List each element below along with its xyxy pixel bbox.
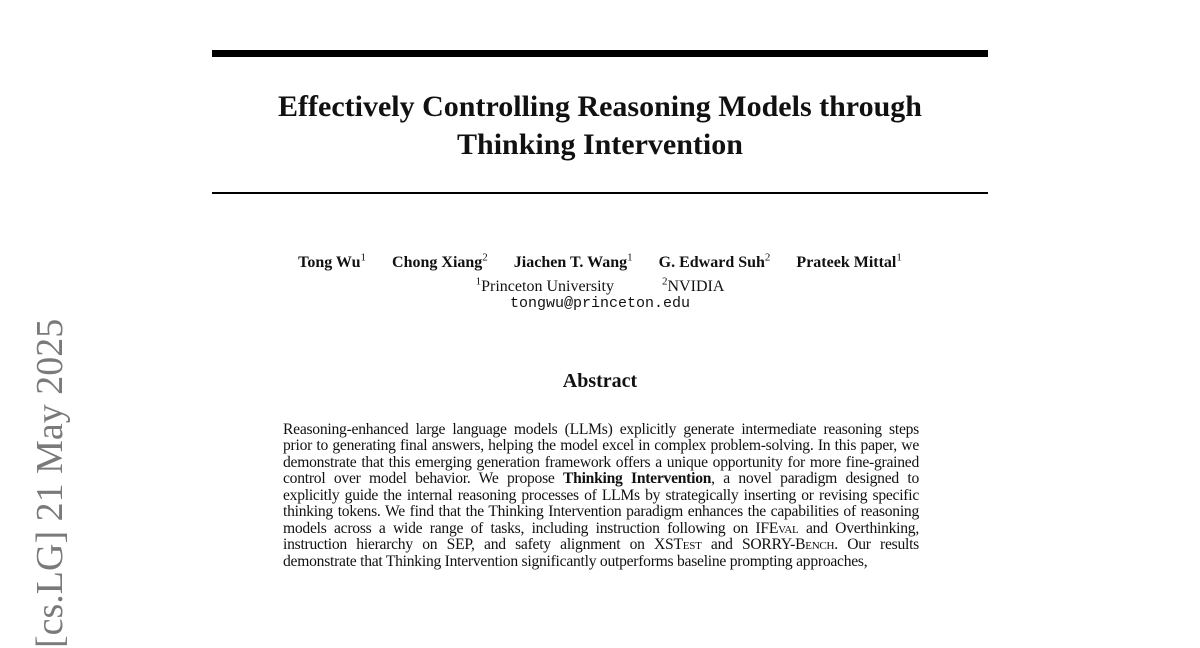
title-rule xyxy=(212,192,988,194)
author: Prateek Mittal1 xyxy=(796,252,902,272)
author: G. Edward Suh2 xyxy=(658,252,771,272)
abstract-heading: Abstract xyxy=(562,370,638,392)
title-line-1: Effectively Controlling Reasoning Models… xyxy=(278,90,922,123)
author: Jiachen T. Wang1 xyxy=(513,252,633,272)
affiliation: 2NVIDIA xyxy=(662,276,725,296)
author-list: Tong Wu1 Chong Xiang2 Jiachen T. Wang1 G… xyxy=(212,248,988,273)
author: Chong Xiang2 xyxy=(392,252,488,272)
top-rule xyxy=(212,50,988,57)
author-email[interactable]: tongwu@princeton.edu xyxy=(509,295,691,312)
arxiv-stamp: [cs.LG] 21 May 2025 xyxy=(29,318,71,648)
abstract-text: Reasoning-enhanced large language models… xyxy=(283,421,919,570)
author: Tong Wu1 xyxy=(298,252,367,272)
affiliation: 1Princeton University xyxy=(475,276,614,296)
title-line-2: Thinking Intervention xyxy=(457,128,743,161)
paper-title: Effectively Controlling Reasoning Models… xyxy=(212,88,988,164)
affiliations: 1Princeton University 2NVIDIA xyxy=(212,272,988,297)
